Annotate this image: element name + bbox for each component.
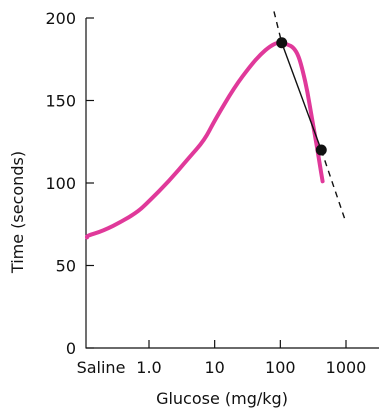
x-tick-label: 1000: [326, 358, 367, 377]
y-axis-title: Time (seconds): [8, 151, 27, 274]
dose-response-curve: [85, 40, 325, 240]
slope-line-extension: [320, 149, 347, 223]
y-tick-label: 0: [66, 339, 76, 358]
ticks: 0 50 100 150 200 Saline 1.0 10 100 1000: [45, 9, 366, 377]
data-point: [276, 37, 288, 49]
series: [85, 11, 347, 240]
axes: [85, 18, 379, 349]
slope-line: [281, 42, 322, 151]
x-tick-label: Saline: [77, 358, 126, 377]
y-tick-label: 200: [45, 9, 76, 28]
y-tick-label: 150: [45, 92, 76, 111]
data-point: [315, 144, 327, 156]
y-tick-label: 50: [56, 257, 76, 276]
x-tick-label: 10: [204, 358, 224, 377]
x-tick-label: 100: [265, 358, 296, 377]
x-tick-label: 1.0: [136, 358, 161, 377]
y-tick-label: 100: [45, 174, 76, 193]
x-axis-title: Glucose (mg/kg): [156, 389, 288, 408]
